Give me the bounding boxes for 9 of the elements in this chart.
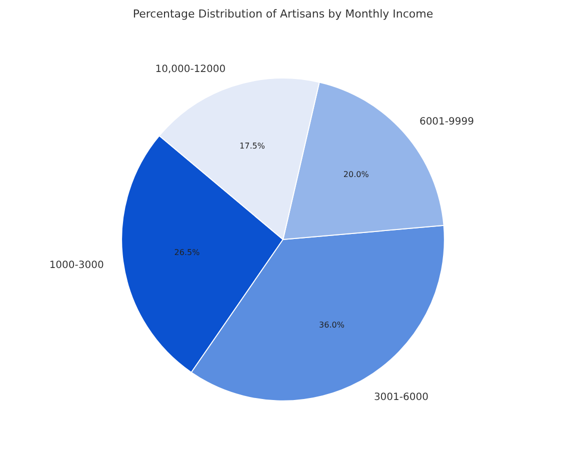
data-label: 17.5% bbox=[240, 141, 266, 150]
chart-title: Percentage Distribution of Artisans by Monthly Income bbox=[132, 8, 434, 20]
data-label: 20.0% bbox=[343, 170, 370, 180]
slice-label: 3001-6000 bbox=[374, 392, 428, 403]
slice-label: 6001-9999 bbox=[419, 116, 474, 128]
slice-label: 10,000-12000 bbox=[155, 64, 226, 75]
slice-label: 1000-3000 bbox=[49, 260, 104, 271]
data-label: 26.5% bbox=[174, 248, 200, 258]
data-label: 36.0% bbox=[319, 320, 345, 330]
